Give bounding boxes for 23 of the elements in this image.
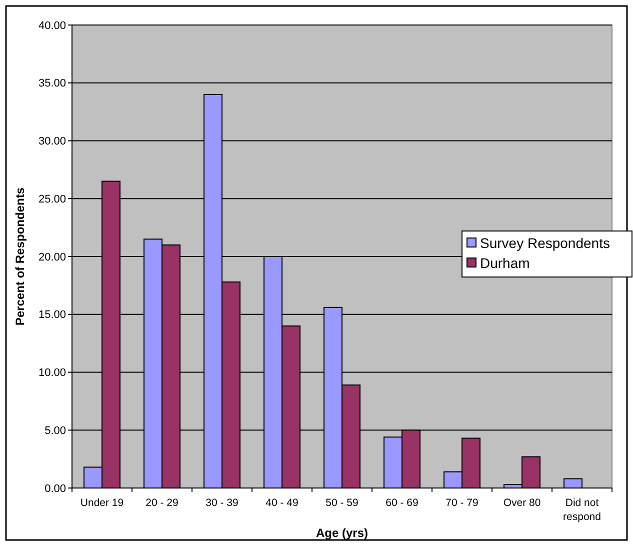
- x-tick-label: 60 - 69: [386, 497, 418, 509]
- x-tick-label: 20 - 29: [146, 497, 178, 509]
- y-tick-label: 35.00: [38, 78, 66, 90]
- y-tick-label: 20.00: [38, 251, 66, 264]
- legend-label: Durham: [480, 254, 530, 271]
- x-tick-label: 70 - 79: [446, 497, 478, 509]
- x-tick-label: 40 - 49: [266, 497, 298, 509]
- y-tick-label: 25.00: [38, 193, 66, 206]
- y-tick-label: 15.00: [38, 309, 66, 322]
- x-tick-label: 30 - 39: [206, 497, 238, 509]
- y-tick-label: 10.00: [38, 367, 66, 380]
- y-axis-title: Percent of Respondents: [13, 187, 27, 326]
- x-axis-title: Age (yrs): [316, 526, 368, 540]
- y-tick-label: 0.00: [44, 482, 66, 495]
- x-tick-label: Under 19: [80, 497, 124, 509]
- legend-label: Survey Respondents: [480, 234, 610, 251]
- x-tick-label: Did not respond: [563, 497, 602, 523]
- x-tick-label: Over 80: [503, 497, 541, 509]
- y-tick-label: 40.00: [38, 20, 66, 32]
- y-tick-label: 30.00: [38, 136, 66, 148]
- x-tick-label: 50 - 59: [326, 497, 358, 509]
- bar: [564, 478, 582, 488]
- y-tick-label: 5.00: [44, 424, 66, 437]
